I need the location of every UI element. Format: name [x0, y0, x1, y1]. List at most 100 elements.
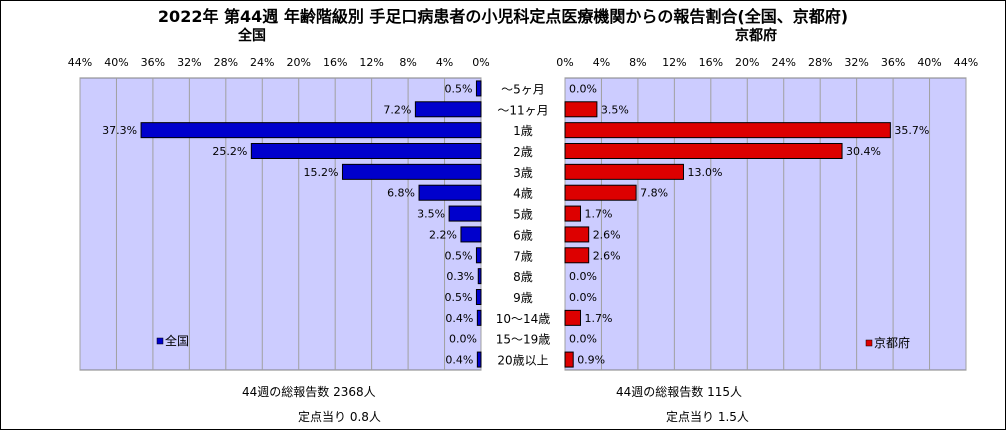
category-label: 8歳	[513, 270, 533, 284]
left-x-tick-label: 40%	[104, 56, 128, 69]
right-x-tick-label: 24%	[772, 56, 796, 69]
left-bar	[140, 122, 482, 139]
right-value-label: 35.7%	[894, 124, 929, 137]
left-per-sentinel: 定点当り 0.8人	[298, 410, 381, 424]
right-legend-label: 京都府	[874, 335, 910, 350]
category-label: 7歳	[513, 249, 533, 263]
right-per-sentinel: 定点当り 1.5人	[666, 410, 749, 424]
category-label: ～5ヶ月	[501, 82, 545, 96]
left-value-label: 0.5%	[444, 82, 472, 95]
right-value-label: 0.0%	[569, 82, 597, 95]
right-value-label: 7.8%	[640, 187, 668, 200]
left-plot-area	[79, 77, 482, 371]
right-panel-title: 京都府	[735, 28, 777, 44]
right-x-tick-label: 20%	[735, 56, 759, 69]
left-x-tick-label: 44%	[68, 56, 92, 69]
left-value-label: 6.8%	[387, 187, 415, 200]
right-value-label: 2.6%	[593, 228, 621, 241]
right-value-label: 13.0%	[687, 166, 722, 179]
left-value-label: 25.2%	[212, 145, 247, 158]
left-value-label: 0.4%	[445, 312, 473, 325]
category-label: 9歳	[513, 291, 533, 305]
right-plot-area	[564, 77, 967, 371]
left-value-label: 7.2%	[383, 103, 411, 116]
left-x-tick-label: 36%	[141, 56, 165, 69]
left-x-tick-label: 24%	[250, 56, 274, 69]
left-bar	[341, 163, 482, 180]
right-total-reports: 44週の総報告数 115人	[616, 385, 742, 399]
right-bar	[564, 163, 684, 180]
left-legend-label: 全国	[165, 333, 189, 348]
category-label: 15～19歳	[496, 333, 551, 347]
left-total-reports: 44週の総報告数 2368人	[242, 385, 376, 399]
right-value-label: 0.9%	[577, 354, 605, 367]
left-x-tick-label: 28%	[214, 56, 238, 69]
right-x-tick-label: 44%	[954, 56, 978, 69]
right-x-tick-label: 40%	[917, 56, 941, 69]
left-bar	[475, 289, 482, 305]
right-x-tick-label: 12%	[662, 56, 686, 69]
right-bar	[564, 226, 590, 243]
left-value-label: 37.3%	[102, 124, 137, 137]
category-label: 2歳	[513, 145, 533, 159]
left-legend-swatch	[156, 337, 164, 345]
left-bar	[418, 184, 482, 201]
right-bar	[564, 184, 637, 201]
category-label: 1歳	[513, 124, 533, 138]
left-bar	[475, 80, 482, 97]
left-x-tick-label: 12%	[359, 56, 383, 69]
left-value-label: 2.2%	[429, 228, 457, 241]
left-x-tick-label: 16%	[323, 56, 347, 69]
right-bar	[564, 101, 598, 118]
chart-title: 2022年 第44週 年齢階級別 手足口病患者の小児科定点医療機関からの報告割合…	[157, 7, 849, 26]
category-label: 5歳	[513, 208, 533, 222]
left-panel-title: 全国	[238, 28, 266, 44]
left-value-label: 0.5%	[444, 249, 472, 262]
left-value-label: 3.5%	[417, 208, 445, 221]
left-bar	[250, 143, 482, 159]
category-label: 6歳	[513, 228, 533, 242]
left-x-tick-label: 0%	[472, 56, 489, 69]
right-x-tick-label: 28%	[808, 56, 832, 69]
left-bar	[448, 205, 482, 222]
left-x-tick-label: 8%	[399, 56, 416, 69]
right-x-tick-label: 32%	[844, 56, 868, 69]
left-bar	[476, 351, 482, 368]
category-label: 20歳以上	[497, 354, 548, 368]
left-value-label: 0.5%	[444, 291, 472, 304]
right-value-label: 3.5%	[601, 103, 629, 116]
left-bar	[476, 309, 482, 326]
right-x-tick-label: 36%	[881, 56, 905, 69]
right-value-label: 0.0%	[569, 291, 597, 304]
left-x-tick-label: 4%	[436, 56, 453, 69]
right-bar	[564, 309, 581, 326]
right-bar	[564, 205, 581, 222]
left-value-label: 0.0%	[449, 333, 477, 346]
right-value-label: 0.0%	[569, 333, 597, 346]
right-x-tick-label: 4%	[593, 56, 610, 69]
right-value-label: 30.4%	[846, 145, 881, 158]
right-x-tick-label: 16%	[699, 56, 723, 69]
right-x-tick-label: 0%	[556, 56, 573, 69]
left-x-tick-label: 32%	[177, 56, 201, 69]
category-label: 4歳	[513, 187, 533, 201]
left-value-label: 15.2%	[304, 166, 339, 179]
left-x-tick-label: 20%	[287, 56, 311, 69]
category-label: 3歳	[513, 166, 533, 180]
right-bar	[564, 247, 590, 264]
right-value-label: 1.7%	[584, 208, 612, 221]
left-value-label: 0.3%	[446, 270, 474, 283]
right-value-label: 0.0%	[569, 270, 597, 283]
category-label: 10～14歳	[496, 312, 551, 326]
left-bar	[460, 226, 482, 243]
left-value-label: 0.4%	[445, 354, 473, 367]
right-bar	[564, 122, 891, 139]
right-legend-swatch	[865, 339, 873, 347]
left-bar	[475, 247, 482, 264]
right-bar	[564, 351, 574, 368]
right-value-label: 1.7%	[584, 312, 612, 325]
right-x-tick-label: 8%	[629, 56, 646, 69]
category-label: ～11ヶ月	[497, 103, 548, 117]
right-value-label: 2.6%	[593, 249, 621, 262]
